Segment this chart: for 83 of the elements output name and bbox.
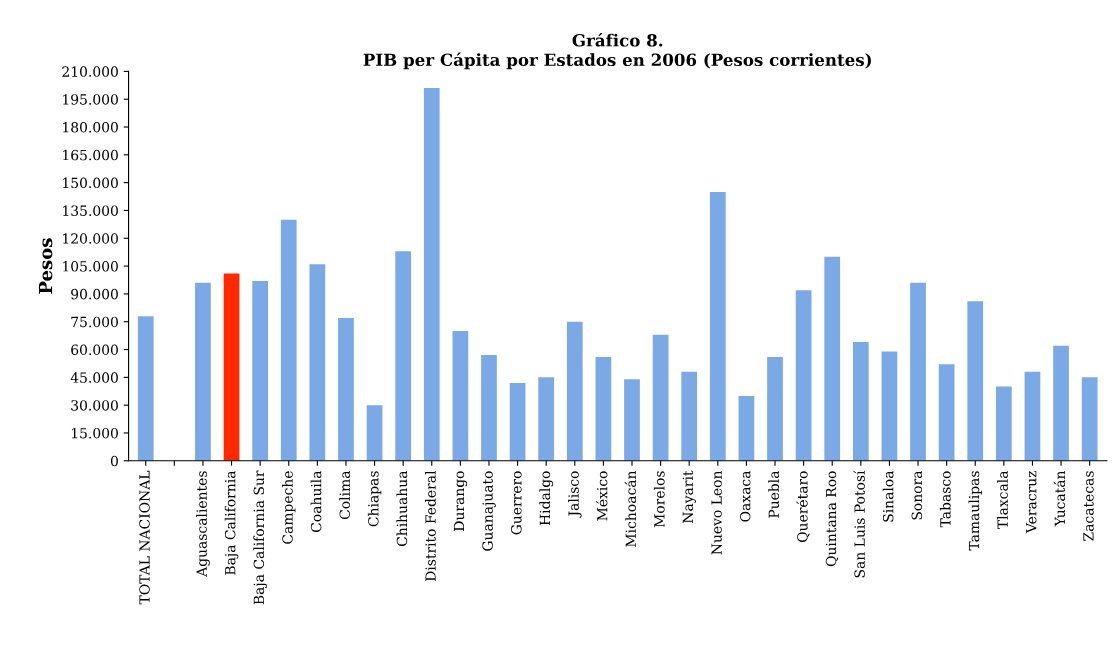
x-tick-label: Chihuahua [396, 470, 408, 547]
y-tick-label: 75.000 [71, 316, 118, 328]
bar [538, 377, 555, 461]
x-tick-label: Coahuila [310, 470, 322, 533]
x-tick-label: Baja California [224, 470, 239, 575]
y-tick-label: 210.000 [62, 66, 118, 77]
y-tick-label: 45.000 [70, 372, 118, 383]
y-tick-label: 15.000 [71, 427, 118, 439]
bar [509, 382, 526, 461]
x-tick-label: Quintana Roo [825, 471, 839, 567]
bar [795, 290, 812, 461]
bar [1053, 345, 1069, 461]
bar [1024, 371, 1041, 461]
bar [681, 371, 698, 461]
x-tick-label: Sinaloa [882, 470, 894, 522]
bar [338, 318, 354, 461]
x-tick-label: Baja California Sur [253, 470, 267, 605]
x-tick-label: Chiapas [367, 471, 382, 527]
bar [824, 256, 841, 461]
x-tick-label: Colima [339, 470, 350, 520]
bar [252, 280, 269, 461]
y-tick-label: 135.000 [63, 205, 118, 216]
x-tick-label: San Luis Potosí [853, 470, 865, 578]
bar [767, 356, 783, 461]
x-tick-label: Sonora [911, 470, 923, 520]
x-tick-label: Distrito Federal [425, 470, 436, 582]
x-tick-label: TOTAL NACIONAL [139, 470, 150, 605]
x-tick-label: Aguascalientes [196, 471, 210, 577]
bar [624, 379, 640, 461]
bar [1081, 377, 1098, 461]
bar [881, 351, 898, 461]
x-tick-label: Yucatán [1053, 470, 1066, 527]
bar [938, 364, 955, 461]
x-tick-label: Guanajuato [482, 471, 496, 551]
chart-title: Gráfico 8. PIB per Cápita por Estados en 2006 (Pesos corrientes) [363, 33, 871, 70]
bar [280, 219, 297, 461]
x-tick-label: México [596, 471, 608, 521]
y-tick-label: 150.000 [63, 177, 118, 189]
bar [852, 342, 869, 461]
bar [137, 316, 154, 461]
bar [595, 356, 612, 461]
x-tick-label: Zacatecas [1083, 471, 1094, 541]
x-tick-label: Puebla [768, 470, 780, 518]
bar [195, 282, 211, 461]
bar [709, 191, 726, 461]
x-tick-label: Nayarit [682, 470, 696, 524]
bar [223, 273, 240, 461]
y-tick-label: 165.000 [63, 149, 118, 161]
bar [309, 264, 326, 461]
x-tick-label: Campeche [282, 471, 296, 544]
x-tick-label: Guerrero [511, 471, 522, 535]
y-tick-label: 30.000 [71, 400, 118, 411]
bar [967, 301, 984, 461]
y-tick-label: 90.000 [71, 288, 118, 300]
y-tick-label: 105.000 [63, 261, 118, 272]
bar [366, 405, 383, 461]
x-tick-label: Tlaxcala [997, 470, 1008, 529]
y-tick-label: 60.000 [71, 344, 118, 356]
bar [566, 321, 583, 461]
x-tick-label: Hidalgo [539, 471, 554, 526]
x-tick-label: Jalisco [568, 471, 582, 518]
x-tick-label: Nuevo Leon [711, 470, 722, 555]
bar [395, 251, 412, 461]
bar [652, 334, 669, 461]
bar [452, 330, 469, 461]
x-tick-label: Oaxaca [739, 470, 751, 522]
bar [910, 282, 926, 461]
bar [481, 355, 497, 461]
bar [738, 395, 755, 461]
bar [995, 386, 1012, 461]
y-tick-label: 180.000 [63, 121, 118, 133]
bar [423, 88, 440, 461]
y-tick-label: 195.000 [63, 94, 118, 105]
y-axis-title: Pesos [38, 238, 53, 294]
x-tick-label: Querétaro [796, 471, 810, 543]
x-tick-label: Tamaulipas [968, 471, 982, 551]
x-tick-label: Durango [453, 471, 468, 531]
y-tick-label: 120.000 [63, 233, 118, 244]
x-tick-label: Tabasco [939, 471, 951, 528]
x-tick-label: Veracruz [1026, 471, 1037, 534]
y-tick-label: 0 [110, 455, 118, 467]
x-tick-label: Michoacán [624, 470, 637, 547]
x-tick-label: Morelos [653, 471, 665, 528]
